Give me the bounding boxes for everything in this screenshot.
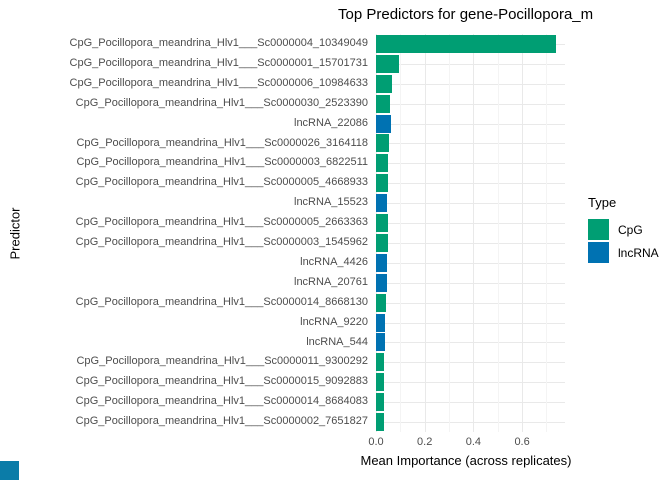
gridline-horizontal: [376, 203, 565, 205]
gridline-horizontal: [376, 143, 565, 145]
y-tick-label: lncRNA_15523: [294, 196, 368, 209]
bar-cpg: [376, 393, 385, 412]
bar-cpg: [376, 34, 557, 53]
bar-lncrna: [376, 253, 388, 272]
y-tick-label: CpG_Pocillopora_meandrina_Hlv1___Sc00000…: [75, 96, 368, 109]
gridline-vertical-minor: [497, 34, 499, 432]
y-tick-label: CpG_Pocillopora_meandrina_Hlv1___Sc00000…: [75, 216, 368, 229]
legend-item-lncrna: lncRNA: [588, 242, 659, 263]
bar-cpg: [376, 74, 393, 93]
x-axis-tick-labels: 0.0 0.2 0.4 0.6: [368, 436, 565, 450]
x-tick-label: 0.6: [514, 436, 530, 448]
gridline-horizontal: [376, 223, 565, 225]
y-tick-label: lncRNA_4426: [300, 255, 368, 268]
y-tick-label: CpG_Pocillopora_meandrina_Hlv1___Sc00000…: [75, 415, 368, 428]
bar-cpg: [376, 413, 384, 432]
bar-cpg: [376, 214, 388, 233]
y-tick-label: lncRNA_544: [306, 335, 368, 348]
gridline-horizontal: [376, 242, 565, 244]
x-tick-label: 0.4: [465, 436, 482, 448]
y-tick-label: CpG_Pocillopora_meandrina_Hlv1___Sc00000…: [69, 76, 368, 89]
gridline-horizontal: [376, 123, 565, 125]
gridline-horizontal: [376, 422, 565, 424]
y-tick-label: CpG_Pocillopora_meandrina_Hlv1___Sc00000…: [69, 56, 368, 69]
bar-lncrna: [376, 273, 388, 292]
gridline-horizontal: [376, 282, 565, 284]
gridline-vertical-minor: [546, 34, 548, 432]
y-tick-label: CpG_Pocillopora_meandrina_Hlv1___Sc00000…: [75, 295, 368, 308]
y-tick-label: lncRNA_20761: [294, 275, 368, 288]
legend-label: CpG: [618, 222, 643, 237]
bar-cpg: [376, 154, 388, 173]
bar-cpg: [376, 233, 388, 252]
gridline-horizontal: [376, 163, 565, 165]
y-tick-label: CpG_Pocillopora_meandrina_Hlv1___Sc00000…: [76, 136, 368, 149]
bar-lncrna: [376, 333, 386, 352]
gridline-horizontal: [376, 322, 565, 324]
legend-key-swatch: [588, 242, 609, 263]
gridline-horizontal: [376, 302, 565, 304]
bar-cpg: [376, 353, 385, 372]
gridline-horizontal: [376, 63, 565, 65]
x-axis-title: Mean Importance (across replicates): [360, 453, 572, 468]
gridline-horizontal: [376, 382, 565, 384]
y-tick-label: CpG_Pocillopora_meandrina_Hlv1___Sc00000…: [75, 395, 368, 408]
gridline-vertical-major: [376, 34, 377, 432]
corner-artifact: [0, 461, 19, 480]
legend-title: Type: [588, 195, 617, 210]
gridline-vertical-major: [473, 34, 475, 432]
y-axis-labels: CpG_Pocillopora_meandrina_Hlv1___Sc00000…: [0, 34, 370, 432]
gridline-horizontal: [376, 362, 565, 364]
y-tick-label: lncRNA_9220: [300, 315, 368, 328]
bar-cpg: [376, 373, 385, 392]
bar-cpg: [376, 174, 388, 193]
y-tick-label: CpG_Pocillopora_meandrina_Hlv1___Sc00000…: [75, 176, 368, 189]
y-tick-label: CpG_Pocillopora_meandrina_Hlv1___Sc00000…: [75, 236, 368, 248]
legend: Type CpG lncRNA: [588, 195, 659, 265]
x-tick-label: 0.2: [417, 436, 433, 448]
plot-panel: [376, 34, 565, 432]
gridline-horizontal: [376, 342, 565, 344]
bar-cpg: [376, 293, 386, 312]
y-tick-label: CpG_Pocillopora_meandrina_Hlv1___Sc00000…: [75, 375, 368, 388]
bar-lncrna: [376, 194, 388, 213]
gridline-horizontal: [376, 262, 565, 264]
gridline-horizontal: [376, 183, 565, 185]
bar-cpg: [376, 134, 389, 153]
gridline-horizontal: [376, 83, 565, 85]
legend-label: lncRNA: [618, 245, 659, 260]
bar-cpg: [376, 54, 400, 73]
legend-item-cpg: CpG: [588, 219, 659, 240]
gridline-vertical-major: [522, 34, 524, 432]
legend-key-swatch: [588, 219, 609, 240]
chart-title: Top Predictors for gene-Pocillopora_m: [338, 6, 594, 23]
gridline-vertical-minor: [449, 34, 451, 432]
y-tick-label: CpG_Pocillopora_meandrina_Hlv1___Sc00000…: [76, 156, 368, 169]
bar-lncrna: [376, 114, 391, 133]
legend-items: CpG lncRNA: [588, 219, 659, 263]
gridline-vertical-major: [424, 34, 426, 432]
x-tick-label: 0.0: [368, 436, 384, 448]
gridline-horizontal: [376, 103, 565, 105]
y-tick-label: CpG_Pocillopora_meandrina_Hlv1___Sc00000…: [69, 37, 368, 49]
bar-lncrna: [376, 313, 386, 332]
bar-cpg: [376, 94, 391, 113]
y-tick-label: CpG_Pocillopora_meandrina_Hlv1___Sc00000…: [76, 355, 368, 368]
gridline-vertical-minor: [400, 34, 402, 432]
gridline-horizontal: [376, 402, 565, 404]
y-tick-label: lncRNA_22086: [294, 116, 368, 129]
